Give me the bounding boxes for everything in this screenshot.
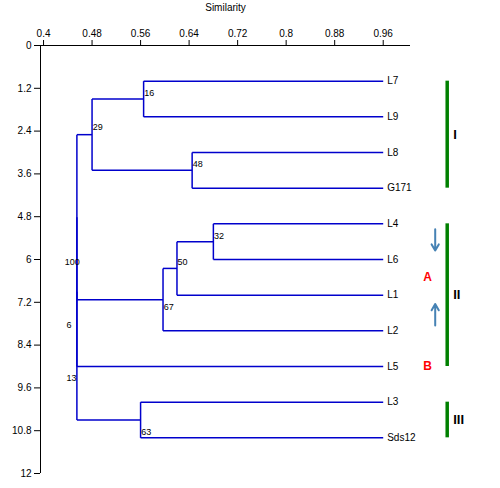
svg-text:1.2: 1.2 (18, 83, 32, 94)
svg-text:0.64: 0.64 (179, 28, 199, 39)
svg-text:0.4: 0.4 (37, 28, 51, 39)
svg-text:L1: L1 (387, 289, 399, 300)
svg-text:13: 13 (67, 373, 77, 383)
svg-text:48: 48 (193, 159, 203, 169)
svg-text:50: 50 (178, 257, 188, 267)
svg-text:I: I (453, 127, 457, 142)
svg-text:6: 6 (67, 320, 72, 330)
svg-text:II: II (453, 287, 460, 302)
svg-text:16: 16 (144, 88, 154, 98)
svg-text:29: 29 (93, 122, 103, 132)
svg-text:0.96: 0.96 (373, 28, 393, 39)
svg-text:L9: L9 (387, 111, 399, 122)
svg-text:L7: L7 (387, 75, 399, 86)
svg-text:7.2: 7.2 (18, 297, 32, 308)
svg-text:L2: L2 (387, 325, 399, 336)
svg-text:0.56: 0.56 (131, 28, 151, 39)
svg-text:6: 6 (26, 254, 32, 265)
svg-text:B: B (423, 359, 432, 373)
svg-text:L4: L4 (387, 218, 399, 229)
svg-text:0.48: 0.48 (82, 28, 102, 39)
svg-text:100: 100 (65, 257, 80, 267)
svg-text:63: 63 (141, 427, 151, 437)
svg-text:8.4: 8.4 (18, 339, 32, 350)
svg-text:0.72: 0.72 (228, 28, 248, 39)
svg-text:12: 12 (20, 468, 32, 479)
svg-text:L5: L5 (387, 361, 399, 372)
svg-text:L3: L3 (387, 396, 399, 407)
svg-text:67: 67 (164, 302, 174, 312)
svg-text:L8: L8 (387, 147, 399, 158)
svg-text:G171: G171 (387, 182, 412, 193)
svg-text:0: 0 (26, 40, 32, 51)
svg-text:9.6: 9.6 (18, 382, 32, 393)
svg-text:3.6: 3.6 (18, 168, 32, 179)
svg-text:32: 32 (214, 231, 224, 241)
svg-text:A: A (423, 270, 432, 284)
svg-text:0.8: 0.8 (279, 28, 293, 39)
svg-text:10.8: 10.8 (12, 425, 32, 436)
svg-text:Sds12: Sds12 (387, 432, 416, 443)
svg-text:L6: L6 (387, 254, 399, 265)
svg-text:III: III (453, 412, 464, 427)
svg-text:0.88: 0.88 (325, 28, 345, 39)
svg-text:2.4: 2.4 (18, 125, 32, 136)
svg-text:4.8: 4.8 (18, 211, 32, 222)
svg-text:Similarity: Similarity (205, 2, 246, 13)
